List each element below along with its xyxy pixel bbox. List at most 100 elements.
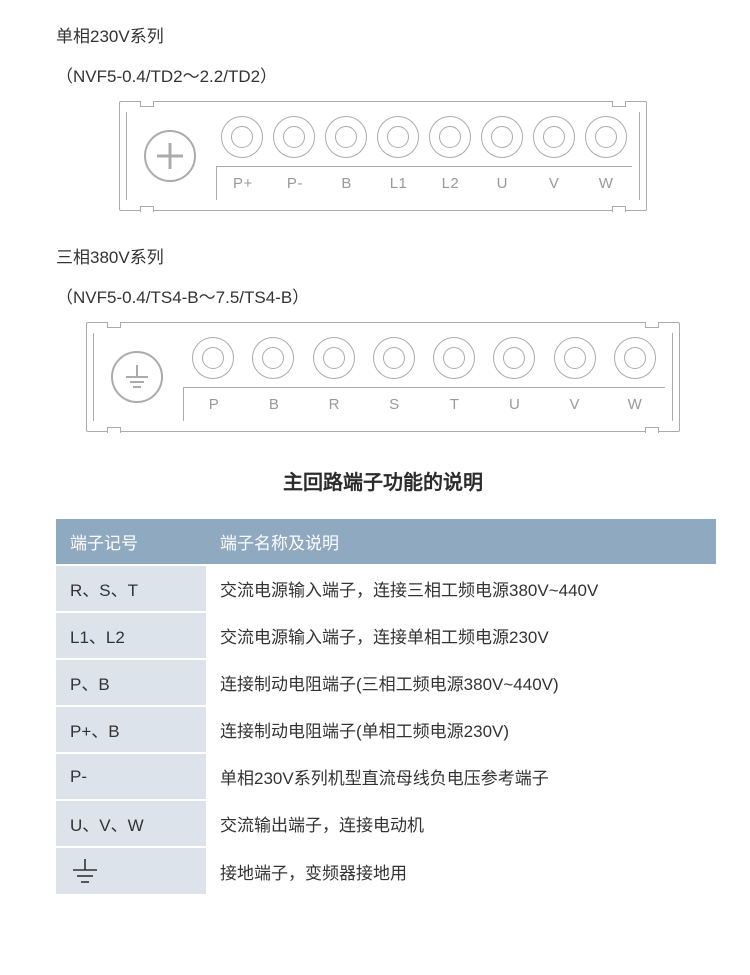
earth-icon [70, 858, 100, 884]
series2-subtitle: （NVF5-0.4/TS4-B～7.5/TS4-B） [56, 285, 710, 311]
terminal-label: V [545, 396, 605, 413]
notch [645, 427, 659, 433]
table-cell-code: L1、L2 [56, 612, 206, 659]
terminal-hole [221, 116, 263, 158]
notch [140, 206, 154, 212]
table-cell-desc: 单相230V系列机型直流母线负电压参考端子 [206, 753, 716, 800]
terminal-hole [313, 337, 355, 379]
table-cell-desc: 交流电源输入端子，连接三相工频电源380V~440V [206, 565, 716, 612]
notch [107, 427, 121, 433]
terminal-label: B [244, 396, 304, 413]
notch [645, 322, 659, 328]
ground-slot [101, 333, 173, 421]
terminal-hole-inner [323, 347, 345, 369]
terminal-label: U [476, 175, 528, 192]
table-cell-code: P- [56, 753, 206, 800]
side-rail [93, 333, 94, 421]
table-cell-code: P、B [56, 659, 206, 706]
terminal-hole-inner [503, 347, 525, 369]
table-cell-desc: 交流输出端子，连接电动机 [206, 800, 716, 847]
terminal-hole [252, 337, 294, 379]
terminal-hole-inner [595, 126, 617, 148]
terminal-function-table: 端子记号 端子名称及说明 R、S、T交流电源输入端子，连接三相工频电源380V~… [56, 519, 716, 896]
series2-header: 三相380V系列 （NVF5-0.4/TS4-B～7.5/TS4-B） [56, 245, 710, 310]
table-cell-desc: 连接制动电阻端子(三相工频电源380V~440V) [206, 659, 716, 706]
terminal-hole [481, 116, 523, 158]
notch [612, 101, 626, 107]
table-header-row: 端子记号 端子名称及说明 [56, 519, 716, 565]
terminal-label: W [580, 175, 632, 192]
table-cell-desc: 接地端子，变频器接地用 [206, 847, 716, 895]
terminal-block-1: P+P-BL1L2UVW [119, 101, 647, 211]
terminal-label: W [605, 396, 665, 413]
series1-header: 单相230V系列 （NVF5-0.4/TD2～2.2/TD2） [56, 24, 710, 89]
terminal-hole-inner [439, 126, 461, 148]
table-cell-code [56, 847, 206, 895]
terminal-label: S [364, 396, 424, 413]
label-strip-2: PBRSTUVW [183, 387, 665, 421]
terminal-hole-inner [624, 347, 646, 369]
series1-subtitle: （NVF5-0.4/TD2～2.2/TD2） [56, 64, 710, 90]
terminal-label: B [321, 175, 373, 192]
table-cell-code: R、S、T [56, 565, 206, 612]
table-row: P-单相230V系列机型直流母线负电压参考端子 [56, 753, 716, 800]
terminal-label: L1 [373, 175, 425, 192]
terminal-block-2: PBRSTUVW [86, 322, 680, 432]
terminal-hole-inner [262, 347, 284, 369]
side-rail [639, 112, 640, 200]
table-row: U、V、W交流输出端子，连接电动机 [56, 800, 716, 847]
terminal-hole [373, 337, 415, 379]
terminal-hole-inner [283, 126, 305, 148]
terminal-label: T [425, 396, 485, 413]
label-strip-1: P+P-BL1L2UVW [216, 166, 632, 200]
side-rail [672, 333, 673, 421]
terminal-hole [433, 337, 475, 379]
terminal-hole [273, 116, 315, 158]
terminal-hole [533, 116, 575, 158]
table-row: P、B连接制动电阻端子(三相工频电源380V~440V) [56, 659, 716, 706]
terminal-hole-inner [231, 126, 253, 148]
terminal-label: P+ [217, 175, 269, 192]
ground-slot [134, 112, 206, 200]
terminal-hole [429, 116, 471, 158]
table-header-code: 端子记号 [56, 519, 206, 565]
section-title: 主回路端子功能的说明 [56, 466, 710, 495]
holes-area-1: P+P-BL1L2UVW [216, 112, 632, 200]
terminal-hole [325, 116, 367, 158]
terminal-hole-inner [202, 347, 224, 369]
table-cell-desc: 连接制动电阻端子(单相工频电源230V) [206, 706, 716, 753]
terminal-hole [192, 337, 234, 379]
terminal-label: P [184, 396, 244, 413]
terminal-hole [585, 116, 627, 158]
side-rail [126, 112, 127, 200]
table-cell-code: P+、B [56, 706, 206, 753]
terminal-label: U [485, 396, 545, 413]
notch [612, 206, 626, 212]
terminal-hole [614, 337, 656, 379]
plus-screw-icon [144, 130, 196, 182]
terminal-hole-inner [443, 347, 465, 369]
table-row: P+、B连接制动电阻端子(单相工频电源230V) [56, 706, 716, 753]
earth-icon [111, 351, 163, 403]
terminal-label: R [304, 396, 364, 413]
terminal-label: L2 [425, 175, 477, 192]
table-row: 接地端子，变频器接地用 [56, 847, 716, 895]
terminal-hole [554, 337, 596, 379]
table-header-desc: 端子名称及说明 [206, 519, 716, 565]
terminal-label: P- [269, 175, 321, 192]
terminal-hole-inner [383, 347, 405, 369]
notch [107, 322, 121, 328]
terminal-hole [493, 337, 535, 379]
series1-title: 单相230V系列 [56, 24, 710, 50]
terminal-hole-inner [335, 126, 357, 148]
table-row: L1、L2交流电源输入端子，连接单相工频电源230V [56, 612, 716, 659]
terminal-hole-inner [387, 126, 409, 148]
terminal-hole-inner [564, 347, 586, 369]
terminal-hole [377, 116, 419, 158]
holes-area-2: PBRSTUVW [183, 333, 665, 421]
terminal-label: V [528, 175, 580, 192]
table-cell-code: U、V、W [56, 800, 206, 847]
series2-title: 三相380V系列 [56, 245, 710, 271]
notch [140, 101, 154, 107]
table-cell-desc: 交流电源输入端子，连接单相工频电源230V [206, 612, 716, 659]
